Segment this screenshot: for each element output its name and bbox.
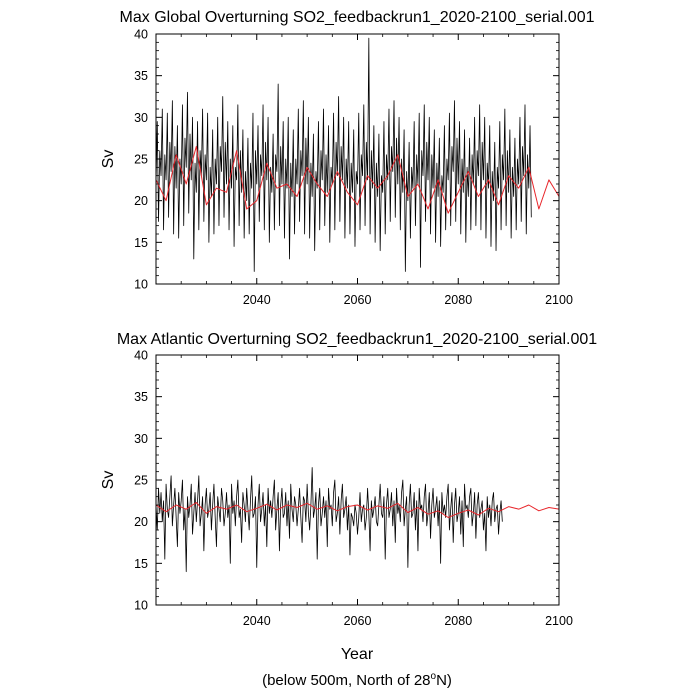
atlantic-x-tick-label: 2100 xyxy=(545,614,573,628)
global-plot-frame xyxy=(155,33,560,285)
global-chart-title: Max Global Overturning SO2_feedbackrun1_… xyxy=(120,9,595,26)
atlantic-x-tick-label: 2080 xyxy=(444,614,472,628)
atlantic-overturning-panel: Max Atlantic Overturning SO2_feedbackrun… xyxy=(100,331,597,628)
atlantic-y-tick-label: 25 xyxy=(134,474,148,488)
x-axis-label: Year xyxy=(341,646,374,663)
global-y-tick-label: 40 xyxy=(134,28,148,42)
global-x-tick-label: 2080 xyxy=(444,293,472,307)
global-x-tick-label: 2100 xyxy=(545,293,573,307)
atlantic-plot-frame xyxy=(155,354,560,606)
atlantic-x-tick-label: 2060 xyxy=(344,614,372,628)
global-smoothed-line xyxy=(155,146,560,214)
atlantic-y-axis-label: Sv xyxy=(100,471,117,490)
atlantic-y-tick-label: 20 xyxy=(134,515,148,529)
atlantic-y-tick-label: 35 xyxy=(134,390,148,404)
global-axes: 10 15 20 25 30 35 40 2040 2060 2080 2100 xyxy=(134,28,573,308)
atlantic-y-tick-label: 15 xyxy=(134,557,148,571)
atlantic-y-tick-label: 30 xyxy=(134,432,148,446)
global-smoothed-series xyxy=(155,146,560,214)
atlantic-smoothed-line xyxy=(155,502,560,518)
global-y-tick-label: 15 xyxy=(134,236,148,250)
atlantic-y-tick-label: 10 xyxy=(134,599,148,613)
atlantic-smoothed-series xyxy=(155,502,560,518)
global-x-tick-label: 2060 xyxy=(344,293,372,307)
global-overturning-panel: Max Global Overturning SO2_feedbackrun1_… xyxy=(100,9,595,307)
caption-text: (below 500m, North of 28 xyxy=(262,672,430,689)
atlantic-axes: 10 15 20 25 30 35 40 2040 2060 2080 2100 xyxy=(134,349,573,629)
global-y-axis-label: Sv xyxy=(100,150,117,169)
atlantic-monthly-series xyxy=(155,467,503,573)
caption-text-end: N) xyxy=(436,672,452,689)
global-y-tick-label: 20 xyxy=(134,194,148,208)
atlantic-monthly-line xyxy=(155,467,503,573)
global-y-tick-label: 25 xyxy=(134,153,148,167)
global-y-tick-label: 30 xyxy=(134,111,148,125)
global-x-tick-label: 2040 xyxy=(243,293,271,307)
figure-caption: (below 500m, North of 28oN) xyxy=(262,671,452,689)
caption-degree-sup: o xyxy=(431,671,437,682)
global-y-tick-label: 10 xyxy=(134,278,148,292)
atlantic-chart-title: Max Atlantic Overturning SO2_feedbackrun… xyxy=(117,331,597,348)
global-y-tick-label: 35 xyxy=(134,69,148,83)
atlantic-x-tick-label: 2040 xyxy=(243,614,271,628)
atlantic-y-tick-label: 40 xyxy=(134,349,148,363)
